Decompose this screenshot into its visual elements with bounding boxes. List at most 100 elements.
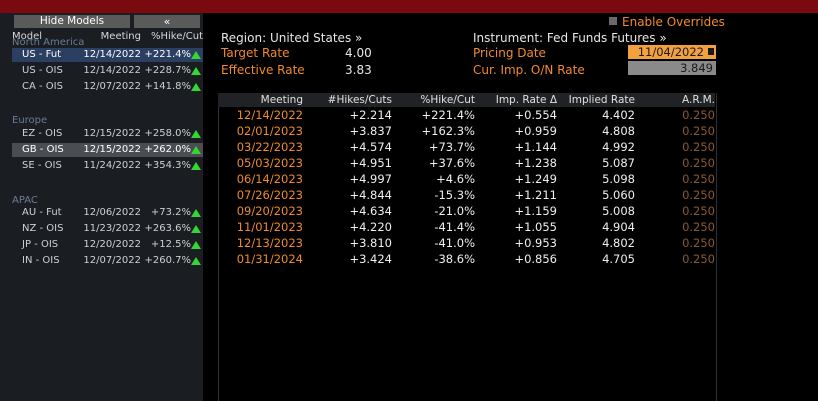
collapse-button[interactable]: « — [134, 15, 200, 28]
table-right-border — [716, 93, 717, 401]
model-row[interactable]: US - OIS 12/14/2022 +228.7% — [12, 64, 203, 78]
model-meeting: 11/24/2022 — [83, 160, 141, 171]
row-imp-rate-delta: +1.249 — [514, 172, 557, 186]
model-pct: +260.7% — [144, 255, 191, 266]
table-row[interactable]: 11/01/2023 +4.220 -41.4% +1.055 4.904 0.250 — [218, 220, 715, 235]
row-imp-rate-delta: +1.159 — [514, 204, 557, 218]
row-hikes-cuts: +4.574 — [349, 140, 392, 154]
model-pct: +354.3% — [144, 160, 191, 171]
model-pct: +263.6% — [144, 223, 191, 234]
row-imp-rate-delta: +1.238 — [514, 156, 557, 170]
table-row[interactable]: 12/14/2022 +2.214 +221.4% +0.554 4.402 0.250 — [218, 108, 715, 123]
row-imp-rate-delta: +1.055 — [514, 220, 557, 234]
model-pct: +262.0% — [144, 144, 191, 155]
region-group-label: Europe — [12, 115, 48, 126]
col-imp-rate-delta[interactable]: Imp. Rate Δ — [495, 94, 557, 106]
calendar-icon[interactable] — [706, 45, 716, 59]
row-implied-rate: 4.705 — [602, 252, 635, 266]
models-panel: Hide Models « Model Meeting %Hike/Cut No… — [0, 13, 203, 401]
models-header: Model Meeting %Hike/Cut — [0, 30, 203, 43]
row-pct-hike-cut: -41.0% — [434, 236, 475, 250]
effective-rate-value: 3.83 — [345, 63, 372, 77]
up-arrow-icon — [191, 162, 201, 170]
table-left-border — [218, 93, 219, 401]
model-row[interactable]: JP - OIS 12/20/2022 +12.5% — [12, 238, 203, 252]
col-hikes-cuts[interactable]: #Hikes/Cuts — [327, 94, 392, 106]
row-meeting: 02/01/2023 — [236, 124, 303, 138]
model-row[interactable]: IN - OIS 12/07/2022 +260.7% — [12, 254, 203, 268]
row-pct-hike-cut: +73.7% — [428, 140, 475, 154]
model-row[interactable]: AU - Fut 12/06/2022 +73.2% — [12, 206, 203, 220]
model-pct: +12.5% — [150, 239, 191, 250]
region-selector[interactable]: Region: United States » — [221, 31, 363, 45]
model-name: JP - OIS — [22, 239, 59, 250]
model-row[interactable]: US - Fut 12/14/2022 +221.4% — [12, 48, 203, 62]
row-imp-rate-delta: +0.554 — [514, 108, 557, 122]
model-name: AU - Fut — [22, 207, 62, 218]
table-row[interactable]: 03/22/2023 +4.574 +73.7% +1.144 4.992 0.250 — [218, 140, 715, 155]
table-row[interactable]: 09/20/2023 +4.634 -21.0% +1.159 5.008 0.250 — [218, 204, 715, 219]
col-implied-rate[interactable]: Implied Rate — [568, 94, 635, 106]
row-implied-rate: 5.098 — [602, 172, 635, 186]
col-meeting[interactable]: Meeting — [260, 94, 303, 106]
table-row[interactable]: 06/14/2023 +4.997 +4.6% +1.249 5.098 0.250 — [218, 172, 715, 187]
model-row[interactable]: SE - OIS 11/24/2022 +354.3% — [12, 159, 203, 173]
row-hikes-cuts: +2.214 — [349, 108, 392, 122]
row-imp-rate-delta: +0.856 — [514, 252, 557, 266]
row-arm: 0.250 — [682, 172, 715, 186]
model-row[interactable]: NZ - OIS 11/23/2022 +263.6% — [12, 222, 203, 236]
table-row[interactable]: 12/13/2023 +3.810 -41.0% +0.953 4.802 0.250 — [218, 236, 715, 251]
row-hikes-cuts: +3.810 — [349, 236, 392, 250]
target-rate-value: 4.00 — [345, 46, 372, 60]
model-row[interactable]: CA - OIS 12/07/2022 +141.8% — [12, 80, 203, 94]
model-meeting: 12/15/2022 — [83, 144, 141, 155]
row-implied-rate: 4.402 — [602, 108, 635, 122]
table-row[interactable]: 02/01/2023 +3.837 +162.3% +0.959 4.808 0.250 — [218, 124, 715, 139]
instrument-selector[interactable]: Instrument: Fed Funds Futures » — [473, 31, 667, 45]
enable-overrides-label[interactable]: Enable Overrides — [622, 15, 725, 29]
row-implied-rate: 4.802 — [602, 236, 635, 250]
row-implied-rate: 4.904 — [602, 220, 635, 234]
row-pct-hike-cut: -41.4% — [434, 220, 475, 234]
model-meeting: 12/15/2022 — [83, 128, 141, 139]
row-pct-hike-cut: +221.4% — [421, 108, 476, 122]
col-pct-hike-cut[interactable]: %Hike/Cut — [420, 94, 475, 106]
row-arm: 0.250 — [682, 220, 715, 234]
model-row[interactable]: GB - OIS 12/15/2022 +262.0% — [12, 143, 203, 157]
model-meeting: 12/07/2022 — [83, 255, 141, 266]
table-header: Meeting #Hikes/Cuts %Hike/Cut Imp. Rate … — [218, 93, 715, 107]
row-meeting: 03/22/2023 — [236, 140, 303, 154]
row-meeting: 09/20/2023 — [236, 204, 303, 218]
row-hikes-cuts: +4.634 — [349, 204, 392, 218]
table-row[interactable]: 07/26/2023 +4.844 -15.3% +1.211 5.060 0.250 — [218, 188, 715, 203]
model-row[interactable]: EZ - OIS 12/15/2022 +258.0% — [12, 127, 203, 141]
model-meeting: 12/20/2022 — [83, 239, 141, 250]
row-pct-hike-cut: +37.6% — [428, 156, 475, 170]
model-pct: +228.7% — [144, 65, 191, 76]
model-name: US - Fut — [22, 49, 62, 60]
up-arrow-icon — [191, 51, 201, 59]
up-arrow-icon — [191, 209, 201, 217]
model-name: EZ - OIS — [22, 128, 63, 139]
row-hikes-cuts: +4.997 — [349, 172, 392, 186]
table-row[interactable]: 05/03/2023 +4.951 +37.6% +1.238 5.087 0.250 — [218, 156, 715, 171]
effective-rate-label: Effective Rate — [221, 63, 305, 77]
hide-models-button[interactable]: Hide Models — [14, 15, 130, 28]
row-pct-hike-cut: -21.0% — [434, 204, 475, 218]
enable-overrides-checkbox[interactable] — [609, 17, 617, 25]
row-implied-rate: 4.992 — [602, 140, 635, 154]
model-meeting: 11/23/2022 — [83, 223, 141, 234]
row-arm: 0.250 — [682, 252, 715, 266]
row-imp-rate-delta: +0.959 — [514, 124, 557, 138]
header-meeting: Meeting — [100, 31, 141, 42]
pricing-date-input[interactable]: 11/04/2022 — [628, 45, 706, 59]
cur-imp-rate-label: Cur. Imp. O/N Rate — [473, 63, 585, 77]
row-implied-rate: 4.808 — [602, 124, 635, 138]
col-arm[interactable]: A.R.M. — [682, 94, 715, 106]
row-hikes-cuts: +3.424 — [349, 252, 392, 266]
row-meeting: 06/14/2023 — [236, 172, 303, 186]
up-arrow-icon — [191, 83, 201, 91]
row-arm: 0.250 — [682, 156, 715, 170]
table-row[interactable]: 01/31/2024 +3.424 -38.6% +0.856 4.705 0.250 — [218, 252, 715, 267]
up-arrow-icon — [191, 146, 201, 154]
